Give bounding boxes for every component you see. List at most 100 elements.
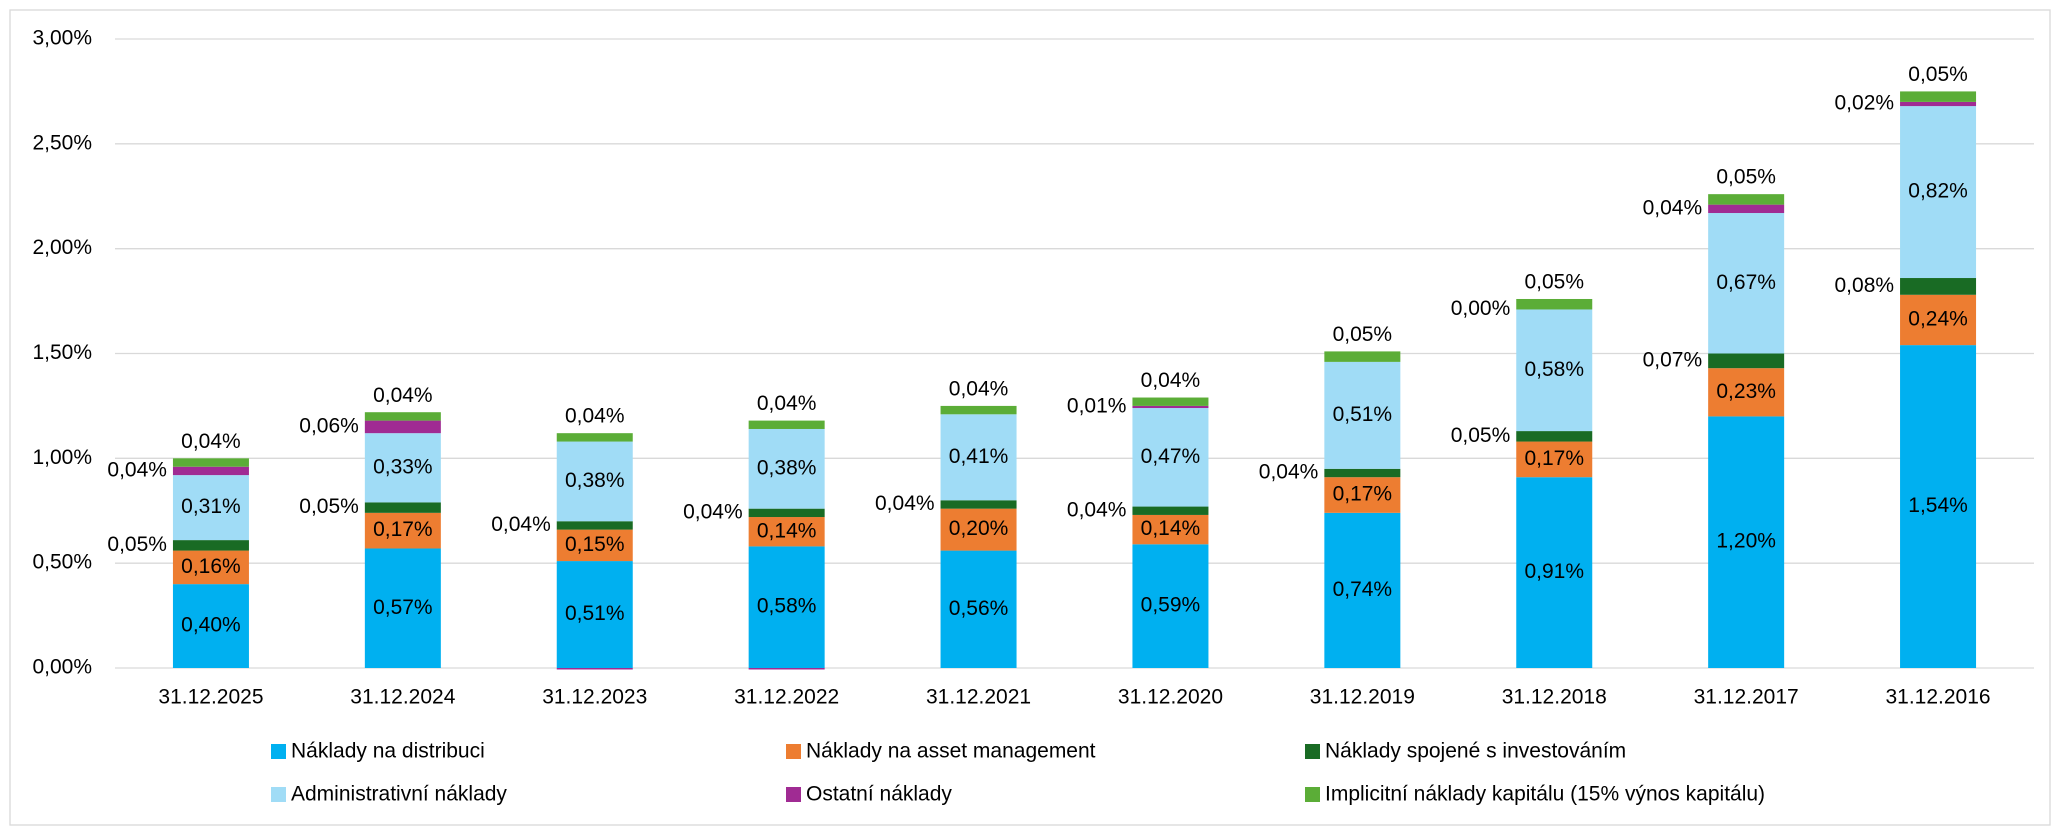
- bar-segment: [1708, 416, 1785, 668]
- data-label: 0,07%: [1643, 348, 1703, 371]
- data-label: 0,04%: [565, 405, 625, 428]
- data-label: 0,74%: [1333, 578, 1393, 601]
- bar-segment: [172, 550, 249, 585]
- data-label: 0,04%: [491, 513, 551, 536]
- data-label: 0,05%: [1524, 271, 1584, 294]
- data-label: 0,04%: [757, 392, 817, 415]
- x-tick-label: 31.12.2018: [1502, 686, 1607, 709]
- bar-segment: [1516, 309, 1593, 432]
- y-tick-label: 3,00%: [32, 27, 92, 50]
- bar-segment: [364, 433, 441, 503]
- bar-segment: [556, 529, 633, 562]
- data-label: 0,17%: [1333, 483, 1393, 506]
- data-label: 0,05%: [1333, 323, 1393, 346]
- bar-segment: [172, 458, 249, 467]
- data-label: 0,82%: [1908, 180, 1968, 203]
- data-label: 0,40%: [181, 614, 241, 637]
- x-tick-label: 31.12.2021: [926, 686, 1031, 709]
- legend-label: Ostatní náklady: [806, 783, 952, 806]
- data-label: 0,67%: [1716, 271, 1776, 294]
- bar-segment: [940, 414, 1017, 501]
- bar-segment: [556, 433, 633, 442]
- data-label: 0,58%: [757, 595, 817, 618]
- data-label: 0,51%: [565, 602, 625, 625]
- data-label: 0,02%: [1835, 92, 1895, 115]
- bar-segment: [1900, 294, 1977, 346]
- data-label: 0,05%: [1716, 166, 1776, 189]
- data-label: 0,04%: [683, 500, 743, 523]
- bar-segment: [748, 668, 825, 670]
- legend-label: Náklady na distribuci: [291, 740, 485, 763]
- data-label: 0,15%: [565, 533, 625, 556]
- bar-segment: [172, 466, 249, 476]
- bar-segment: [364, 420, 441, 434]
- legend-label: Administrativní náklady: [291, 783, 507, 806]
- data-label: 0,04%: [1643, 196, 1703, 219]
- bar-segment: [1900, 101, 1977, 107]
- bar-segment: [364, 412, 441, 421]
- bar-segment: [748, 428, 825, 509]
- y-tick-label: 1,00%: [32, 446, 92, 469]
- bar-segment: [1708, 213, 1785, 354]
- data-label: 0,00%: [1451, 297, 1511, 320]
- data-label: 0,56%: [949, 597, 1009, 620]
- bar-segment: [748, 546, 825, 668]
- bar-segment: [172, 475, 249, 541]
- data-label: 0,17%: [1524, 447, 1584, 470]
- bar-segment: [1516, 298, 1593, 310]
- data-label: 0,05%: [1451, 424, 1511, 447]
- data-label: 0,51%: [1333, 403, 1393, 426]
- data-label: 0,04%: [181, 430, 241, 453]
- data-label: 0,06%: [299, 414, 359, 437]
- bar-segment: [1900, 106, 1977, 279]
- data-label: 0,04%: [875, 492, 935, 515]
- x-tick-label: 31.12.2025: [158, 686, 263, 709]
- bar-segment: [1324, 361, 1401, 469]
- data-label: 0,08%: [1835, 274, 1895, 297]
- legend-swatch: [786, 787, 801, 802]
- data-label: 0,31%: [181, 495, 241, 518]
- bar-segment: [556, 668, 633, 670]
- bar-segment: [1132, 514, 1209, 545]
- data-label: 0,24%: [1908, 308, 1968, 331]
- data-label: 0,14%: [1141, 517, 1201, 540]
- bar-segment: [1516, 441, 1593, 478]
- y-tick-label: 2,00%: [32, 236, 92, 259]
- bar-segment: [1708, 204, 1785, 214]
- legend-swatch: [1305, 744, 1320, 759]
- y-tick-label: 2,50%: [32, 131, 92, 154]
- bar-segment: [1900, 278, 1977, 295]
- legend-swatch: [1305, 787, 1320, 802]
- legend-label: Náklady na asset management: [806, 740, 1096, 763]
- bar-segment: [364, 512, 441, 549]
- bar-segment: [1900, 91, 1977, 102]
- data-label: 0,91%: [1524, 560, 1584, 583]
- data-label: 0,04%: [107, 458, 167, 481]
- bar-segment: [1132, 397, 1209, 406]
- legend-swatch: [271, 744, 286, 759]
- data-label: 1,20%: [1716, 530, 1776, 553]
- bar-segment: [172, 584, 249, 668]
- data-label: 1,54%: [1908, 494, 1968, 517]
- y-tick-label: 0,00%: [32, 656, 92, 679]
- y-tick-label: 0,50%: [32, 551, 92, 574]
- data-label: 0,05%: [1908, 63, 1968, 86]
- x-tick-label: 31.12.2022: [734, 686, 839, 709]
- data-label: 0,41%: [949, 445, 1009, 468]
- bar-segment: [1708, 368, 1785, 417]
- bar-segment: [172, 540, 249, 551]
- bar-segment: [556, 441, 633, 522]
- bar-segment: [940, 500, 1017, 509]
- x-tick-label: 31.12.2016: [1885, 686, 1990, 709]
- data-label: 0,57%: [373, 596, 433, 619]
- bar-segment: [1324, 468, 1401, 478]
- x-tick-label: 31.12.2020: [1118, 686, 1223, 709]
- data-label: 0,04%: [373, 384, 433, 407]
- legend-label: Náklady spojené s investováním: [1325, 740, 1626, 763]
- data-label: 0,01%: [1067, 395, 1127, 418]
- data-label: 0,59%: [1141, 594, 1201, 617]
- data-label: 0,04%: [1067, 498, 1127, 521]
- data-label: 0,17%: [373, 518, 433, 541]
- legend-swatch: [786, 744, 801, 759]
- bar-segment: [1516, 431, 1593, 442]
